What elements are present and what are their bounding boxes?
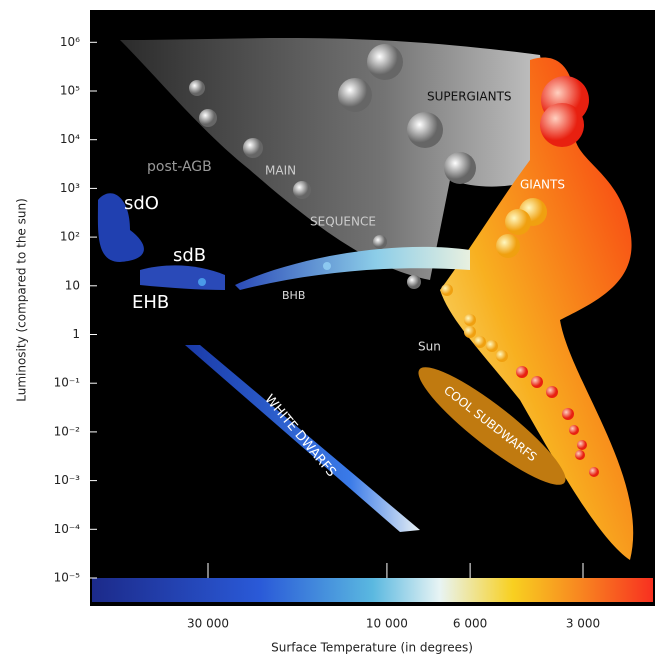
temperature-color-bar <box>92 578 653 602</box>
x-tick-label: 10 000 <box>366 617 408 631</box>
y-tick-label: 10⁻⁴ <box>54 522 81 536</box>
y-tick-label: 10⁶ <box>60 35 80 49</box>
y-tick-label: 10² <box>60 230 80 244</box>
giant-branch <box>440 57 634 561</box>
region-label: sdO <box>124 193 159 214</box>
horizontal-branch <box>235 246 470 290</box>
y-tick-label: 10⁻³ <box>54 473 81 487</box>
region-label: MAIN <box>265 164 296 178</box>
x-axis-label: Surface Temperature (in degrees) <box>271 641 473 655</box>
y-axis-label: Luminosity (compared to the sun) <box>15 198 29 402</box>
y-tick-label: 10⁴ <box>60 132 80 146</box>
y-tick-label: 10 <box>65 278 80 292</box>
y-tick-label: 10⁻² <box>54 424 81 438</box>
x-tick-label: 30 000 <box>187 617 229 631</box>
region-label: EHB <box>132 292 169 313</box>
main-sequence-band <box>120 38 560 281</box>
y-tick-label: 10⁻⁵ <box>54 571 81 585</box>
y-tick-label: 10³ <box>60 181 80 195</box>
region-label: post-AGB <box>147 159 212 175</box>
region-label: Sun <box>418 340 441 354</box>
region-label: GIANTS <box>520 178 565 192</box>
region-label: sdB <box>173 245 206 266</box>
x-tick-label: 6 000 <box>453 617 487 631</box>
white-dwarf-strip <box>185 345 420 532</box>
x-tick-label: 3 000 <box>566 617 600 631</box>
region-label: BHB <box>282 289 305 302</box>
region-label: SEQUENCE <box>310 215 376 229</box>
y-tick-label: 10⁻¹ <box>54 376 81 390</box>
cool-subdwarf-region <box>418 367 566 485</box>
sdo-region <box>97 193 144 262</box>
y-tick-label: 1 <box>72 327 80 341</box>
region-label: SUPERGIANTS <box>427 90 512 104</box>
stars <box>189 44 599 477</box>
y-tick-label: 10⁵ <box>60 84 80 98</box>
